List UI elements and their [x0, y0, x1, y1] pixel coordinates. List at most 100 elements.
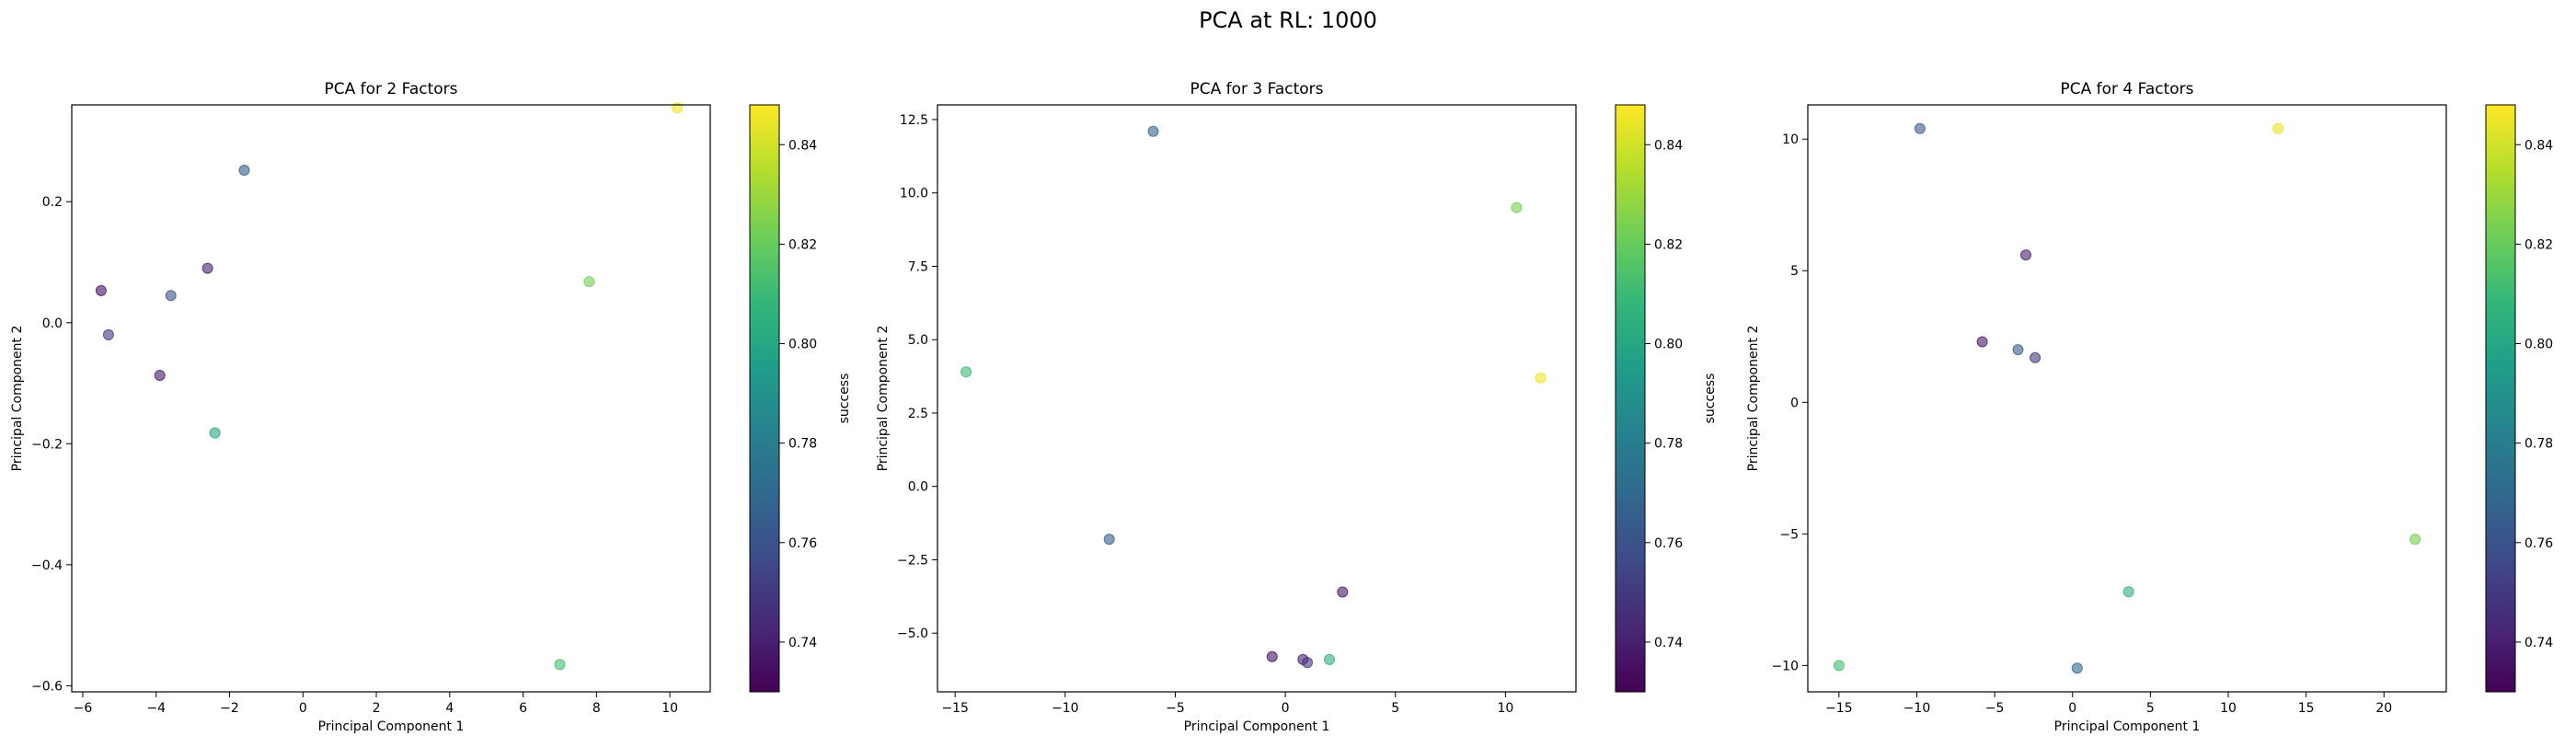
data-point — [2071, 662, 2083, 674]
subplot-2: PCA for 3 Factors −15 −10 −5 0 5 10 −5.0 −2.5 0.0… — [876, 80, 1718, 734]
colorbar-tick-label: 0.76 — [788, 536, 817, 551]
x-tick-label: −5 — [1985, 701, 2005, 716]
x-tick-label: −2 — [220, 701, 239, 716]
data-point — [2012, 344, 2024, 356]
colorbar-tick-label: 0.74 — [2524, 636, 2553, 650]
y-tick-label: −5.0 — [897, 627, 928, 641]
data-point — [1103, 534, 1115, 546]
data-point — [583, 276, 595, 288]
y-tick-label: 2.5 — [908, 407, 928, 421]
y-tick-label: 10.0 — [900, 187, 928, 201]
y-tick-label: 5.0 — [908, 333, 928, 348]
axes-frame — [937, 104, 1577, 693]
colorbar-bar — [1615, 104, 1646, 693]
y-tick-label: −2.5 — [897, 553, 928, 568]
y-axis-label: Principal Component 2 — [10, 326, 25, 472]
colorbar-tick-label: 0.82 — [2524, 237, 2553, 252]
y-tick-label: −0.2 — [31, 437, 63, 452]
data-point — [1976, 336, 1988, 348]
axes-frame — [71, 104, 711, 693]
colorbar-tick-label: 0.84 — [788, 138, 817, 153]
data-point — [2122, 586, 2134, 598]
x-tick-label: −6 — [74, 701, 93, 716]
x-tick-label: 5 — [1391, 701, 1399, 716]
data-point — [209, 427, 221, 439]
data-point — [1337, 586, 1349, 598]
x-tick-label: −4 — [146, 701, 166, 716]
x-tick-label: 10 — [1498, 701, 1514, 716]
y-tick-label: 0.0 — [908, 480, 928, 495]
data-point — [102, 328, 114, 340]
x-tick-label: −10 — [1903, 701, 1931, 716]
colorbar-tick-label: 0.84 — [2524, 138, 2553, 153]
colorbar-tick-label: 0.78 — [1654, 437, 1683, 452]
data-point — [960, 366, 972, 378]
data-point — [2272, 122, 2284, 134]
y-tick-label: −5 — [1779, 527, 1799, 542]
x-axis-label: Principal Component 1 — [318, 719, 465, 734]
colorbar-tick-label: 0.80 — [788, 338, 817, 352]
subplot-1: PCA for 2 Factors −6 −4 −2 0 2 4 6 8 10 −0.6 −0.4 −0… — [10, 80, 852, 734]
x-tick-label: 20 — [2375, 701, 2392, 716]
colorbar-tick-label: 0.82 — [1654, 237, 1683, 252]
data-point — [1324, 653, 1335, 665]
figure-suptitle: PCA at RL: 1000 — [1199, 7, 1377, 33]
x-tick-label: 0 — [299, 701, 307, 716]
data-point — [1266, 650, 1278, 662]
data-point — [154, 370, 166, 381]
data-point — [554, 659, 566, 671]
y-tick-label: −10 — [1771, 659, 1799, 673]
colorbar-3: 0.74 0.76 0.78 0.80 0.82 0.84 success — [2485, 104, 2576, 693]
x-tick-label: 0 — [1282, 701, 1290, 716]
y-axis-label: Principal Component 2 — [1746, 326, 1761, 472]
subplot-title: PCA for 3 Factors — [1190, 80, 1323, 98]
data-point — [1914, 122, 1926, 134]
colorbar-tick-label: 0.84 — [1654, 138, 1683, 153]
y-tick-label: 7.5 — [908, 259, 928, 274]
x-tick-label: 5 — [2146, 701, 2155, 716]
colorbar-label: success — [1703, 374, 1718, 424]
data-point — [1147, 125, 1159, 137]
data-point — [1302, 657, 1313, 669]
data-point — [2020, 249, 2031, 261]
colorbar-label: success — [2573, 374, 2576, 424]
y-tick-label: −0.4 — [31, 558, 63, 573]
data-point — [201, 262, 213, 274]
x-tick-label: 2 — [373, 701, 381, 716]
x-tick-label: −5 — [1166, 701, 1185, 716]
x-tick-label: −15 — [1825, 701, 1853, 716]
y-tick-label: 10 — [1782, 132, 1799, 147]
x-tick-label: 6 — [519, 701, 527, 716]
colorbar-tick-label: 0.78 — [2524, 437, 2553, 452]
x-tick-label: 10 — [2220, 701, 2237, 716]
colorbar-tick-label: 0.80 — [1654, 338, 1683, 352]
colorbar-2: 0.74 0.76 0.78 0.80 0.82 0.84 success — [1615, 104, 1718, 693]
data-point — [1535, 372, 1547, 384]
y-tick-label: 12.5 — [900, 113, 928, 128]
x-tick-label: 8 — [592, 701, 601, 716]
x-tick-label: 0 — [2068, 701, 2076, 716]
y-tick-label: 0.2 — [42, 195, 63, 210]
x-tick-label: 15 — [2298, 701, 2315, 716]
y-tick-label: −0.6 — [31, 679, 63, 694]
colorbar-tick-label: 0.74 — [788, 636, 817, 650]
data-point — [165, 290, 177, 302]
colorbar-bar — [749, 104, 780, 693]
y-tick-label: 0.0 — [42, 316, 63, 331]
colorbar-tick-label: 0.76 — [2524, 536, 2553, 551]
x-axis-label: Principal Component 1 — [2054, 719, 2201, 734]
colorbar-tick-label: 0.78 — [788, 437, 817, 452]
data-point — [1833, 660, 1845, 672]
subplot-3: PCA for 4 Factors −15 −10 −5 0 5 10 15 20 −10 −5 0 5… — [1746, 80, 2576, 734]
colorbar-bar — [2485, 104, 2516, 693]
x-tick-label: −15 — [941, 701, 969, 716]
x-tick-label: 10 — [661, 701, 678, 716]
subplot-title: PCA for 2 Factors — [324, 80, 457, 98]
colorbar-label: success — [837, 374, 852, 424]
y-tick-label: 0 — [1790, 396, 1799, 410]
data-point — [238, 165, 250, 176]
colorbar-tick-label: 0.80 — [2524, 338, 2553, 352]
data-point — [2030, 351, 2041, 363]
colorbar-tick-label: 0.76 — [1654, 536, 1683, 551]
